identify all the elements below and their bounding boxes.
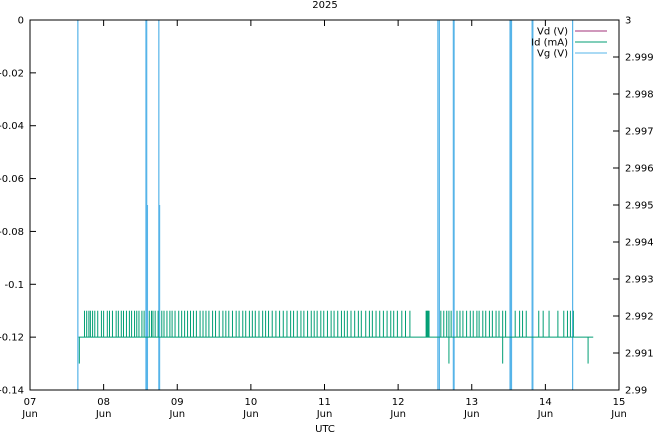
x-tick-label: 09	[171, 397, 184, 408]
x-tick-label: 15	[613, 397, 626, 408]
y2-tick-label: 2.999	[625, 53, 654, 64]
legend-label: Vd (V)	[537, 27, 568, 38]
y-tick-label: -0.06	[0, 174, 24, 185]
x-tick-label-month: Jun	[168, 409, 185, 420]
x-tick-label-month: Jun	[463, 409, 480, 420]
y2-axis: 3 2.999 2.998 2.997 2.996 2.995 2.994 2.993 2.99…	[613, 16, 654, 397]
x-tick-label-month: Jun	[95, 409, 112, 420]
y2-tick-label: 2.993	[625, 275, 654, 286]
y2-tick-label: 2.99	[625, 386, 647, 397]
y-tick-label: -0.08	[0, 227, 24, 238]
x-axis-label: UTC	[315, 424, 335, 432]
x-tick-label-month: Jun	[316, 409, 333, 420]
series-id	[78, 310, 594, 364]
y-tick-label: -0.1	[4, 280, 24, 291]
x-axis: 07Jun08Jun09Jun10Jun11Jun12Jun13Jun14Jun…	[21, 20, 627, 420]
y2-tick-label: 2.996	[625, 164, 654, 175]
legend: Vd (V)Id (mA)Vg (V)	[531, 27, 607, 60]
y2-tick-label: 2.997	[625, 127, 654, 138]
y-tick-label: -0.12	[0, 333, 24, 344]
x-tick-label: 10	[245, 397, 258, 408]
y2-tick-label: 3	[625, 16, 631, 27]
x-tick-label: 11	[318, 397, 331, 408]
x-tick-label: 14	[539, 397, 552, 408]
x-tick-label-month: Jun	[610, 409, 627, 420]
y2-tick-label: 2.991	[625, 349, 654, 360]
legend-label: Vg (V)	[537, 49, 568, 60]
y2-tick-label: 2.998	[625, 90, 654, 101]
legend-label: Id (mA)	[531, 38, 568, 49]
x-tick-label: 13	[465, 397, 478, 408]
x-tick-label: 07	[24, 397, 37, 408]
y-tick-label: -0.02	[0, 68, 24, 79]
x-tick-label: 12	[392, 397, 405, 408]
x-tick-label-month: Jun	[21, 409, 38, 420]
y-tick-label: 0	[18, 16, 24, 27]
y-axis: 0 -0.02 -0.04 -0.06 -0.08 -0.1 -0.12 -0.14	[0, 16, 36, 397]
y-tick-label: -0.04	[0, 121, 24, 132]
chart-title: 2025	[312, 0, 337, 11]
x-tick-label-month: Jun	[242, 409, 259, 420]
x-tick-label-month: Jun	[537, 409, 554, 420]
series-vg	[77, 20, 574, 390]
y2-tick-label: 2.995	[625, 201, 654, 212]
y2-tick-label: 2.994	[625, 238, 654, 249]
y2-tick-label: 2.992	[625, 312, 654, 323]
x-tick-label-month: Jun	[389, 409, 406, 420]
x-tick-label: 08	[97, 397, 110, 408]
y-tick-label: -0.14	[0, 386, 24, 397]
